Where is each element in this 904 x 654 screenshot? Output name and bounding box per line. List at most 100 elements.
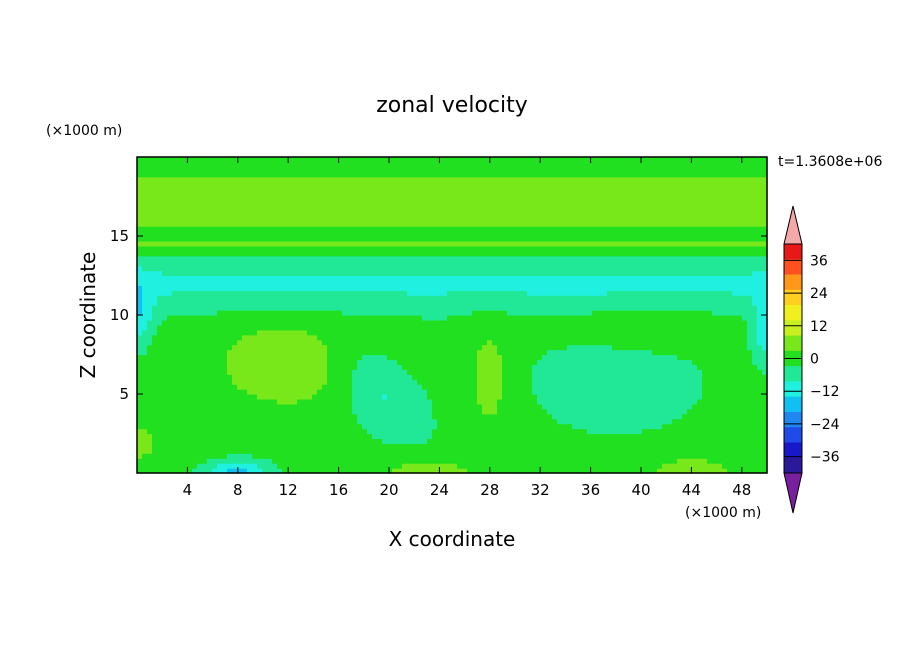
field-cell	[302, 176, 308, 183]
field-cell	[257, 211, 263, 217]
field-cell	[232, 418, 238, 425]
field-cell	[142, 231, 148, 237]
field-cell	[152, 379, 158, 385]
field-cell	[142, 270, 148, 277]
field-cell	[517, 161, 523, 168]
field-cell	[417, 265, 423, 272]
field-cell	[457, 453, 463, 459]
field-cell	[402, 295, 408, 301]
field-cell	[192, 463, 198, 469]
field-cell	[157, 265, 163, 272]
field-cell	[367, 201, 373, 207]
field-cell	[502, 226, 508, 232]
field-cell	[352, 428, 358, 435]
field-cell	[267, 295, 273, 301]
field-cell	[367, 384, 373, 390]
field-cell	[497, 191, 503, 198]
field-cell	[382, 334, 388, 341]
field-cell	[457, 339, 463, 346]
field-cell	[357, 171, 363, 178]
field-cell	[367, 394, 373, 400]
field-cell	[462, 458, 468, 464]
field-cell	[207, 438, 213, 444]
field-cell	[507, 394, 513, 400]
field-cell	[522, 171, 528, 178]
field-cell	[367, 468, 373, 474]
field-cell	[292, 305, 298, 311]
field-cell	[387, 389, 393, 395]
field-cell	[342, 236, 348, 242]
field-cell	[147, 171, 153, 178]
field-cell	[512, 443, 518, 449]
field-cell	[357, 423, 363, 430]
field-cell	[147, 201, 153, 207]
field-cell	[202, 408, 208, 415]
field-cell	[152, 181, 158, 188]
field-cell	[307, 300, 313, 306]
field-cell	[197, 418, 203, 425]
field-cell	[472, 171, 478, 178]
field-cell	[512, 359, 518, 365]
field-cell	[397, 463, 403, 469]
field-cell	[262, 344, 268, 351]
field-cell	[432, 226, 438, 232]
field-cell	[427, 201, 433, 207]
field-cell	[497, 255, 503, 262]
field-cell	[502, 157, 508, 163]
field-cell	[337, 275, 343, 282]
field-cell	[437, 255, 443, 262]
field-cell	[367, 275, 373, 282]
field-cell	[202, 221, 208, 227]
field-cell	[367, 389, 373, 395]
field-cell	[442, 285, 448, 291]
field-cell	[182, 226, 188, 232]
field-cell	[352, 369, 358, 375]
field-cell	[407, 418, 413, 425]
field-cell	[332, 438, 338, 444]
field-cell	[362, 236, 368, 242]
field-cell	[422, 290, 428, 296]
field-cell	[367, 403, 373, 410]
field-cell	[162, 463, 168, 469]
field-cell	[237, 290, 243, 296]
field-cell	[357, 270, 363, 277]
field-cell	[207, 157, 213, 163]
field-cell	[387, 463, 393, 469]
field-cell	[507, 433, 513, 440]
field-cell	[377, 186, 383, 193]
field-cell	[382, 310, 388, 316]
field-cell	[177, 196, 183, 203]
field-cell	[467, 161, 473, 168]
field-cell	[402, 389, 408, 395]
field-cell	[287, 290, 293, 296]
field-cell	[142, 315, 148, 321]
field-cell	[252, 231, 258, 237]
field-cell	[362, 329, 368, 336]
field-cell	[292, 364, 298, 370]
field-cell	[242, 196, 248, 203]
field-cell	[487, 181, 493, 188]
field-cell	[327, 270, 333, 277]
field-cell	[162, 329, 168, 336]
field-cell	[197, 310, 203, 316]
field-cell	[347, 453, 353, 459]
field-cell	[242, 398, 248, 405]
field-cell	[277, 216, 283, 222]
field-cell	[247, 423, 253, 430]
field-cell	[317, 418, 323, 425]
field-cell	[492, 413, 498, 420]
field-cell	[382, 250, 388, 257]
field-cell	[417, 359, 423, 365]
field-cell	[312, 206, 318, 212]
field-cell	[482, 305, 488, 311]
field-cell	[477, 250, 483, 257]
field-cell	[352, 359, 358, 365]
field-cell	[217, 166, 223, 173]
field-cell	[197, 329, 203, 336]
field-cell	[237, 453, 243, 459]
field-cell	[162, 349, 168, 356]
field-cell	[292, 384, 298, 390]
field-cell	[337, 166, 343, 173]
field-cell	[307, 354, 313, 361]
field-cell	[467, 157, 473, 163]
